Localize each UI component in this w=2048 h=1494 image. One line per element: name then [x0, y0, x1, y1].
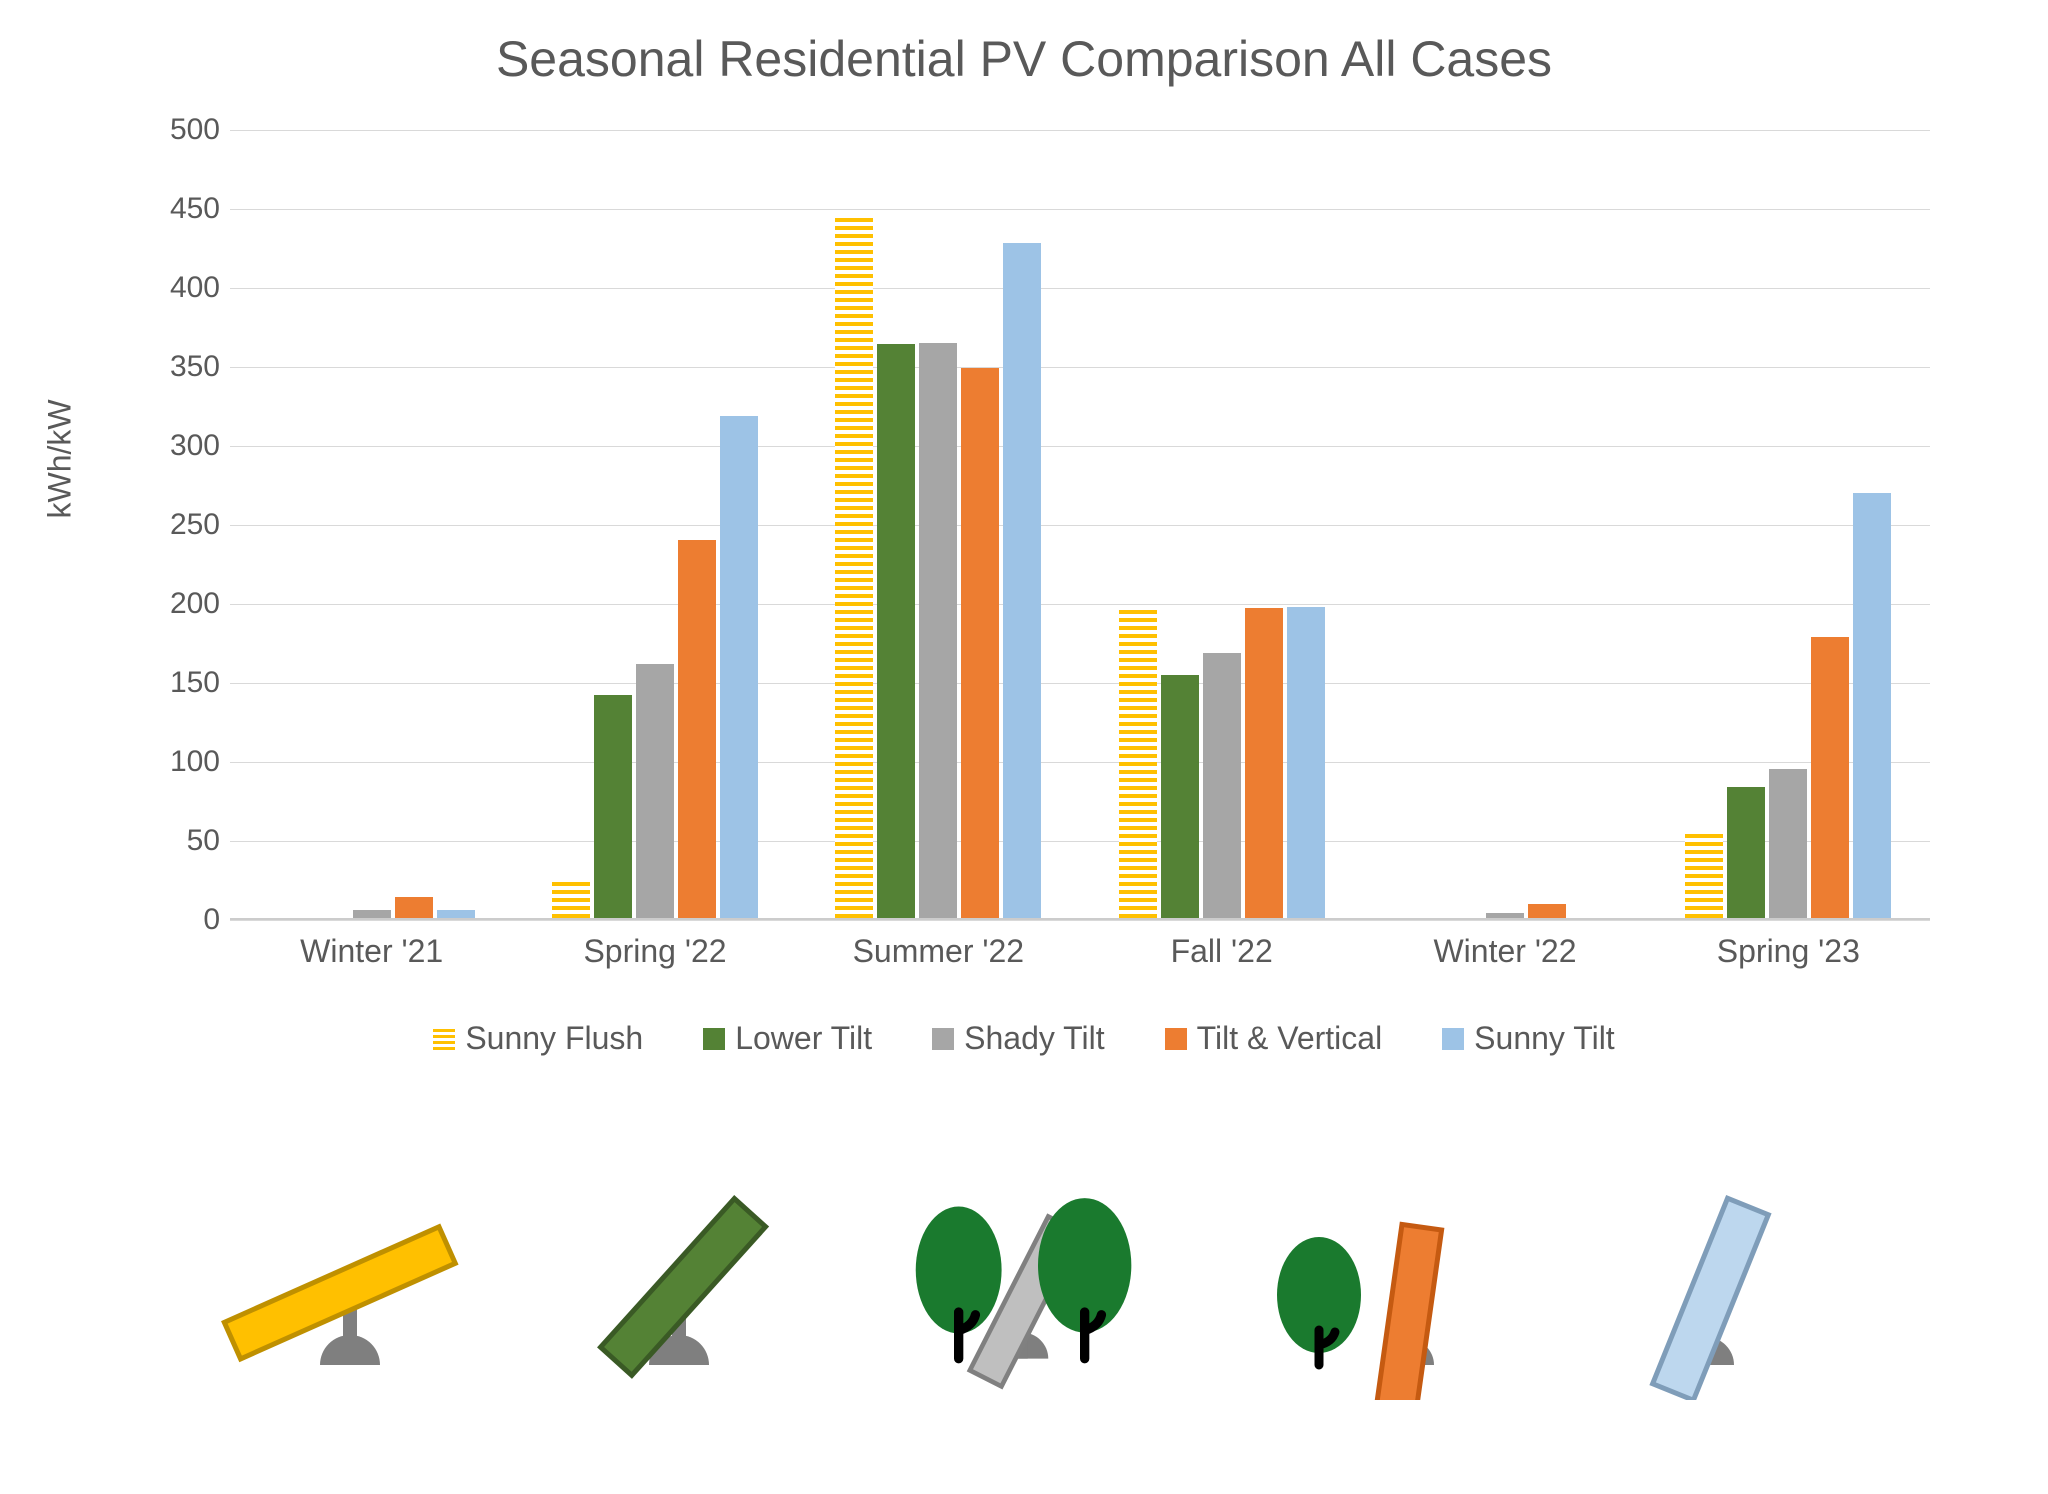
bar	[1003, 243, 1041, 918]
legend-swatch	[932, 1028, 954, 1050]
panel-icon	[1653, 1198, 1769, 1400]
bar	[961, 368, 999, 918]
y-tick-label: 400	[150, 271, 220, 305]
y-tick-label: 450	[150, 192, 220, 226]
legend-label: Sunny Flush	[465, 1020, 643, 1057]
legend-label: Sunny Tilt	[1474, 1020, 1615, 1057]
bar	[1685, 831, 1723, 918]
gridline	[230, 525, 1930, 526]
tree-icon	[1277, 1237, 1361, 1365]
x-tick-label: Spring '23	[1647, 933, 1930, 970]
y-axis-label: kWh/kW	[42, 399, 79, 518]
tree-icon	[1038, 1198, 1131, 1359]
bar	[1203, 653, 1241, 918]
legend-swatch	[1442, 1028, 1464, 1050]
bar	[1486, 913, 1524, 918]
bar	[835, 218, 873, 918]
gridline	[230, 604, 1930, 605]
bar-group	[1685, 493, 1891, 918]
gridline	[230, 683, 1930, 684]
y-tick-label: 300	[150, 429, 220, 463]
chart-title: Seasonal Residential PV Comparison All C…	[0, 30, 2048, 88]
y-tick-label: 0	[150, 903, 220, 937]
legend-label: Lower Tilt	[735, 1020, 872, 1057]
legend-item: Sunny Tilt	[1442, 1020, 1615, 1057]
legend-item: Shady Tilt	[932, 1020, 1105, 1057]
y-tick-label: 250	[150, 508, 220, 542]
icon-lower-tilt	[534, 1140, 814, 1400]
legend-item: Lower Tilt	[703, 1020, 872, 1057]
gridline	[230, 130, 1930, 131]
panel-icon	[1377, 1224, 1442, 1400]
bar-group	[835, 218, 1041, 918]
legend: Sunny Flush Lower Tilt Shady Tilt Tilt & Ve…	[0, 1020, 2048, 1057]
y-tick-label: 350	[150, 350, 220, 384]
legend-item: Sunny Flush	[433, 1020, 643, 1057]
legend-swatch	[1165, 1028, 1187, 1050]
bar	[1528, 904, 1566, 918]
plot-area: 050100150200250300350400450500Winter '21…	[230, 130, 1930, 920]
chart-container: Seasonal Residential PV Comparison All C…	[0, 0, 2048, 1494]
bar	[636, 664, 674, 918]
bar	[395, 897, 433, 918]
gridline	[230, 367, 1930, 368]
bar	[1853, 493, 1891, 918]
legend-item: Tilt & Vertical	[1165, 1020, 1383, 1057]
y-tick-label: 100	[150, 745, 220, 779]
bar	[1119, 607, 1157, 918]
legend-label: Shady Tilt	[964, 1020, 1105, 1057]
x-tick-label: Spring '22	[513, 933, 796, 970]
bar	[1287, 607, 1325, 918]
x-tick-label: Summer '22	[797, 933, 1080, 970]
x-tick-label: Winter '21	[230, 933, 513, 970]
bar	[594, 695, 632, 918]
bar-group	[552, 416, 758, 918]
icon-tilt-vertical	[1234, 1140, 1514, 1400]
x-tick-label: Winter '22	[1363, 933, 1646, 970]
y-tick-label: 200	[150, 587, 220, 621]
icon-shady-tilt	[884, 1140, 1164, 1400]
gridline	[230, 209, 1930, 210]
y-tick-label: 50	[150, 824, 220, 858]
gridline	[230, 841, 1930, 842]
icon-row	[150, 1140, 1898, 1400]
bar	[1811, 637, 1849, 918]
bar	[1769, 769, 1807, 918]
x-tick-label: Fall '22	[1080, 933, 1363, 970]
bar	[877, 344, 915, 918]
bar-group	[269, 897, 475, 918]
gridline	[230, 920, 1930, 921]
legend-swatch	[433, 1028, 455, 1050]
gridline	[230, 288, 1930, 289]
bar	[919, 343, 957, 918]
bar	[720, 416, 758, 918]
bar	[353, 910, 391, 918]
icon-sunny-tilt	[1583, 1140, 1863, 1400]
bar	[437, 910, 475, 918]
bar	[1245, 608, 1283, 918]
y-tick-label: 500	[150, 113, 220, 147]
legend-label: Tilt & Vertical	[1197, 1020, 1383, 1057]
bar	[552, 882, 590, 918]
gridline	[230, 446, 1930, 447]
bar	[678, 540, 716, 918]
bar-group	[1119, 607, 1325, 918]
bar	[1727, 787, 1765, 918]
icon-sunny-flush	[185, 1140, 465, 1400]
gridline	[230, 762, 1930, 763]
bar-group	[1402, 904, 1608, 918]
y-tick-label: 150	[150, 666, 220, 700]
legend-swatch	[703, 1028, 725, 1050]
bar	[1161, 675, 1199, 918]
